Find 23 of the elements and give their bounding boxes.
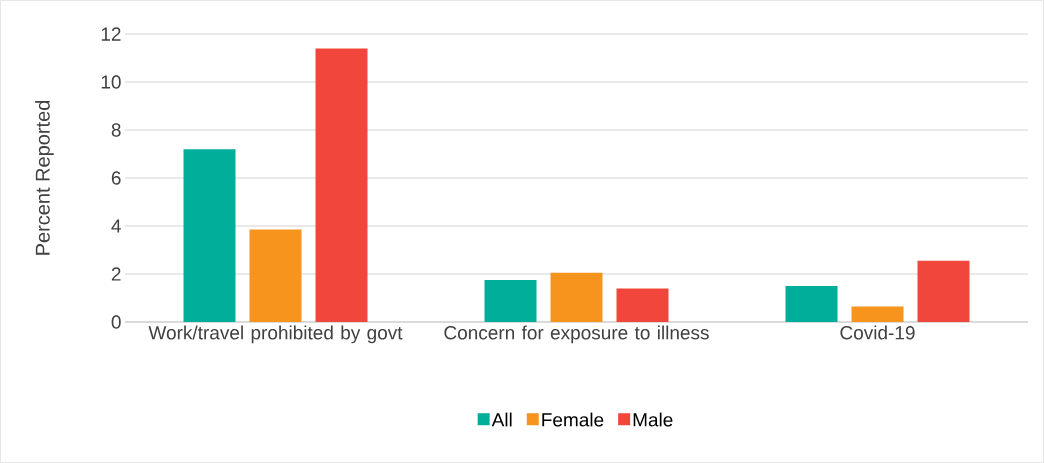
- y-tick-label: 2: [111, 267, 121, 281]
- bar: [785, 285, 838, 322]
- y-tick-label: 12: [101, 27, 121, 41]
- y-axis-title: Percent Reported: [35, 100, 54, 255]
- legend-label: All: [491, 412, 512, 427]
- bar: [484, 279, 537, 322]
- x-tick-label: Work/travel prohibited by govt: [148, 325, 403, 344]
- bar: [550, 272, 603, 322]
- bar: [183, 149, 236, 322]
- x-tick-label: Covid-19: [840, 325, 915, 340]
- bar: [917, 260, 970, 322]
- legend-label: Male: [633, 412, 673, 427]
- bar: [249, 229, 302, 322]
- y-tick-label: 10: [101, 75, 121, 89]
- bar: [851, 306, 904, 322]
- y-tick-label: 6: [111, 171, 121, 185]
- y-tick-label: 8: [111, 123, 121, 137]
- y-tick-label: 4: [111, 219, 121, 233]
- y-tick-label: 0: [111, 315, 121, 329]
- x-tick-label: Concern for exposure to illness: [444, 325, 709, 344]
- bar: [315, 48, 368, 322]
- legend-label: Female: [542, 412, 604, 427]
- bar: [616, 288, 669, 322]
